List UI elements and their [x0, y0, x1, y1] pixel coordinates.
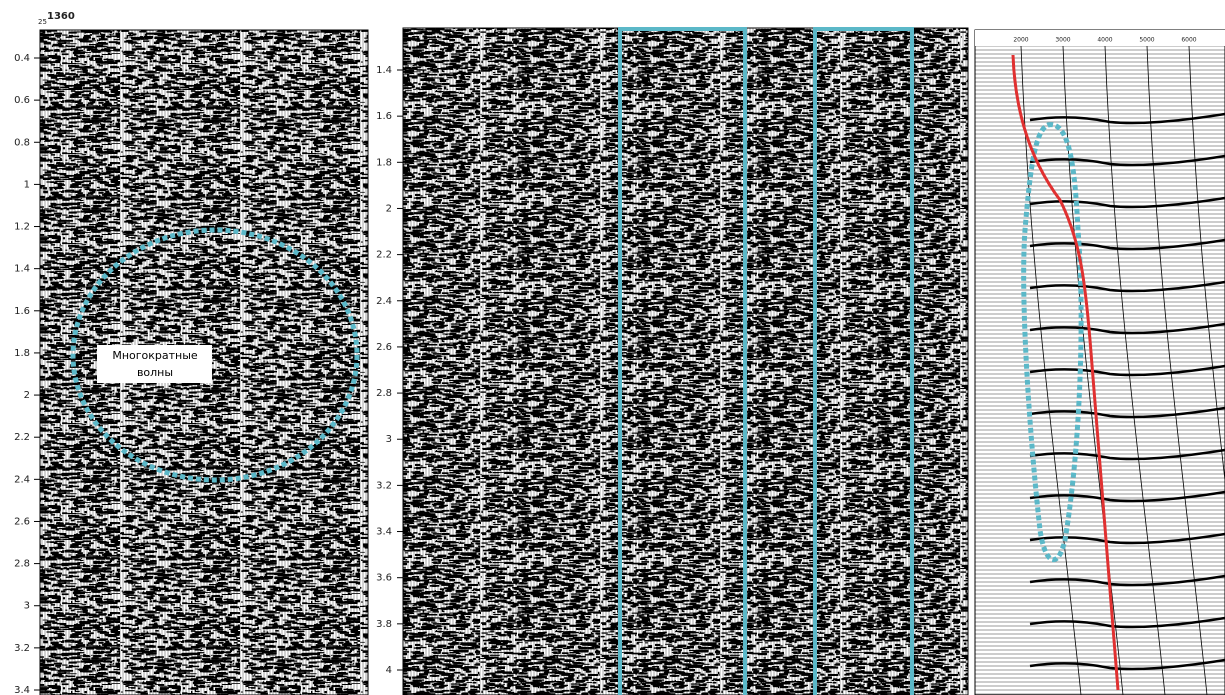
y-tick-label: 2.2	[14, 432, 30, 443]
x-tick-label: 4000	[1097, 37, 1112, 44]
y-tick-label: 3.4	[376, 527, 392, 538]
wavelet	[1029, 238, 1225, 251]
panel-frame	[39, 29, 369, 695]
y-tick-label: 3	[386, 434, 392, 445]
right-panel: 2000 3000 4000 5000 6000	[974, 29, 1225, 695]
y-tick-label: 1.4	[14, 264, 30, 275]
highlight-box	[618, 27, 747, 695]
wavelet	[1029, 490, 1225, 503]
y-tick-label: 1.8	[376, 157, 392, 168]
highlight-box	[813, 27, 914, 695]
y-tick-label: 3.6	[376, 573, 392, 584]
wavelet	[1029, 196, 1225, 209]
y-tick-label: 2.4	[376, 296, 392, 307]
wavelet	[1029, 658, 1225, 671]
moveout-curve	[1188, 45, 1225, 485]
y-tick-label: 0.4	[14, 53, 30, 64]
y-tick-label: 2.2	[376, 250, 392, 261]
moveout-curve	[1146, 45, 1208, 695]
y-tick-label: 2	[386, 203, 392, 214]
y-tick-label: 1.6	[14, 306, 30, 317]
y-tick-label: 0.8	[14, 137, 30, 148]
y-tick-label: 2.8	[14, 559, 30, 570]
y-tick-label: 2.8	[376, 388, 392, 399]
annotation: волны	[137, 366, 173, 379]
y-tick-label: 1.6	[376, 111, 392, 122]
y-tick-label: 3.2	[376, 480, 392, 491]
wavelet	[1029, 364, 1225, 377]
y-tick-label: 2	[24, 390, 30, 401]
y-tick-label: 4	[386, 665, 392, 676]
y-tick-label: 3.8	[376, 619, 392, 630]
wavelet	[1029, 112, 1225, 125]
wavelet	[1029, 406, 1225, 419]
annotation-box	[97, 345, 212, 383]
moveout-curve	[1020, 45, 1082, 695]
moveout-curve	[1104, 45, 1166, 695]
x-tick-label: 2000	[1013, 37, 1028, 44]
y-tick-label: 2.6	[376, 342, 392, 353]
highlight-outline	[1021, 122, 1084, 563]
wavelet	[1029, 322, 1225, 335]
seismic-section	[403, 28, 968, 695]
x-tick-label: 6000	[1181, 37, 1196, 44]
y-tick-label: 1.2	[14, 222, 30, 233]
y-tick-label: 3	[24, 601, 30, 612]
x-tick-label: 5000	[1139, 37, 1154, 44]
wavelet	[1029, 616, 1225, 629]
trace-label: 25	[38, 18, 47, 26]
annotation: Многократные	[112, 349, 198, 362]
middle-panel: 1.4 1.6 1.8 2 2.2 2.4 2.6 2.8 3 3.2 3.4 3.6 3.8 4	[376, 27, 969, 695]
gather	[975, 30, 1225, 695]
wavelet	[1029, 532, 1225, 545]
wavelet	[1029, 154, 1225, 167]
y-tick-label: 2.4	[14, 474, 30, 485]
y-tick-label: 1	[24, 179, 30, 190]
wavelet	[1029, 280, 1225, 293]
y-tick-label: 3.2	[14, 643, 30, 654]
y-tick-label: 1.8	[14, 348, 30, 359]
y-tick-label: 2.6	[14, 516, 30, 527]
velocity-pick	[1011, 54, 1120, 691]
wavelet	[1029, 448, 1225, 461]
x-tick-label: 3000	[1055, 37, 1070, 44]
y-tick-label: 3.4	[14, 685, 30, 695]
axis-band	[975, 30, 1225, 46]
y-tick-label: 1.4	[376, 65, 392, 76]
trace-label: 1360	[47, 11, 75, 22]
highlight-ellipse	[70, 227, 360, 483]
y-tick-label: 0.6	[14, 95, 30, 106]
